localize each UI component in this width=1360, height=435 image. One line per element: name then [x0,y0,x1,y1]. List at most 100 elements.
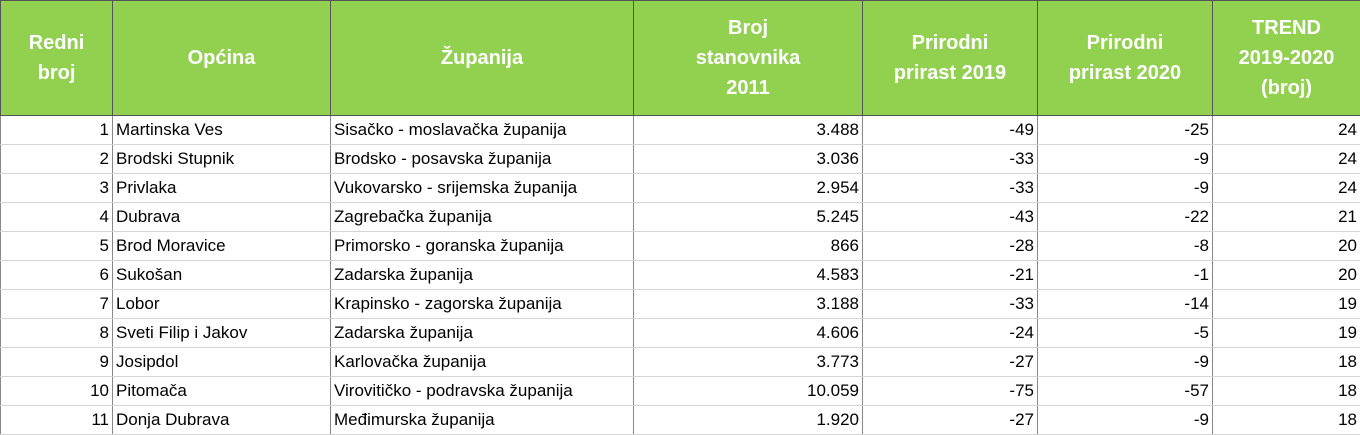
table-cell: 3 [1,174,113,203]
table-cell: -1 [1038,261,1213,290]
table-cell: -9 [1038,348,1213,377]
table-cell: -22 [1038,203,1213,232]
table-cell: 9 [1,348,113,377]
table-cell: Zadarska županija [331,319,634,348]
table-cell: -49 [863,116,1038,145]
header-text: 2019-2020 [1215,43,1358,73]
table-cell: -21 [863,261,1038,290]
table-cell: Zagrebačka županija [331,203,634,232]
table-cell: -9 [1038,174,1213,203]
table-cell: 3.036 [634,145,863,174]
table-cell: -33 [863,174,1038,203]
table-cell: 21 [1213,203,1360,232]
table-cell: Brod Moravice [113,232,331,261]
table-cell: 4 [1,203,113,232]
table-cell: 18 [1213,348,1360,377]
table-cell: 20 [1213,261,1360,290]
table-cell: Martinska Ves [113,116,331,145]
table-cell: 19 [1213,290,1360,319]
table-cell: 19 [1213,319,1360,348]
table-cell: -27 [863,348,1038,377]
table-cell: 24 [1213,174,1360,203]
table-cell: 5 [1,232,113,261]
table-cell: 1.920 [634,406,863,435]
table-cell: Dubrava [113,203,331,232]
header-text: Redni [3,28,110,58]
header-text: TREND [1215,13,1358,43]
header-text: 2011 [636,73,860,103]
table-cell: 4.583 [634,261,863,290]
table-cell: 10.059 [634,377,863,406]
table-cell: 3.773 [634,348,863,377]
table-cell: Donja Dubrava [113,406,331,435]
table-cell: -9 [1038,145,1213,174]
table-cell: Brodsko - posavska županija [331,145,634,174]
header-text: prirast 2019 [865,58,1035,88]
table-cell: -14 [1038,290,1213,319]
table-cell: -9 [1038,406,1213,435]
table-cell: 7 [1,290,113,319]
table-cell: 6 [1,261,113,290]
header-text: prirast 2020 [1040,58,1210,88]
table-cell: -8 [1038,232,1213,261]
table-cell: Zadarska županija [331,261,634,290]
table-cell: Primorsko - goranska županija [331,232,634,261]
table-cell: 3.188 [634,290,863,319]
table-cell: -57 [1038,377,1213,406]
table-cell: Sveti Filip i Jakov [113,319,331,348]
header-text: Prirodni [865,28,1035,58]
table-cell: -75 [863,377,1038,406]
table-cell: 2.954 [634,174,863,203]
table-cell: 4.606 [634,319,863,348]
table-cell: -5 [1038,319,1213,348]
table-cell: Josipdol [113,348,331,377]
table-cell: -43 [863,203,1038,232]
table-cell: 8 [1,319,113,348]
table-cell: 18 [1213,377,1360,406]
table-cell: Virovitičko - podravska županija [331,377,634,406]
table-cell: -33 [863,290,1038,319]
header-cell: Županija [331,1,634,116]
table-cell: -24 [863,319,1038,348]
table-cell: 24 [1213,116,1360,145]
table-cell: 3.488 [634,116,863,145]
table-cell: 20 [1213,232,1360,261]
table-cell: 1 [1,116,113,145]
table-cell: -27 [863,406,1038,435]
table-cell: Vukovarsko - srijemska županija [331,174,634,203]
table-cell: Karlovačka županija [331,348,634,377]
header-text: Broj [636,13,860,43]
table-cell: Lobor [113,290,331,319]
table-cell: 2 [1,145,113,174]
table-cell: Međimurska županija [331,406,634,435]
header-text: Županija [333,43,631,73]
table-cell: -33 [863,145,1038,174]
table-cell: 5.245 [634,203,863,232]
header-text: (broj) [1215,73,1358,103]
table-cell: Privlaka [113,174,331,203]
table-cell: 11 [1,406,113,435]
header-cell: Općina [113,1,331,116]
table-cell: -28 [863,232,1038,261]
table-cell: Pitomača [113,377,331,406]
header-text: Prirodni [1040,28,1210,58]
table-cell: 24 [1213,145,1360,174]
